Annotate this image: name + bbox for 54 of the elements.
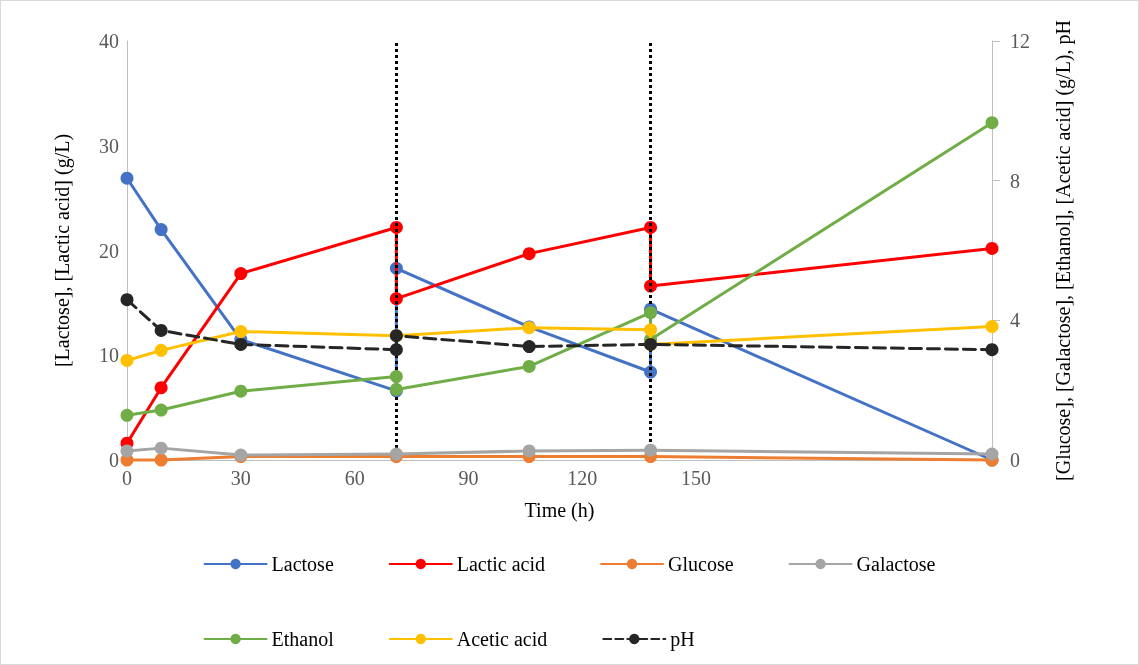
point [154, 223, 168, 237]
point [120, 408, 134, 422]
point [522, 359, 536, 373]
point [389, 370, 403, 384]
x-axis-title: Time (h) [524, 499, 595, 522]
y-axis-title: [Lactose], [Lactic acid] (g/L) [51, 133, 74, 368]
point [644, 306, 658, 320]
point [644, 323, 658, 337]
legend-label: Lactic acid [456, 553, 546, 575]
legend-label: Ethanol [271, 628, 335, 650]
point [154, 343, 168, 357]
y2-tick-label: 12 [1010, 30, 1030, 52]
point [985, 241, 999, 255]
legend-label: Glucose [668, 553, 734, 575]
x-tick-label: 120 [567, 467, 598, 489]
x-tick-label: 150 [681, 467, 712, 489]
point [985, 447, 999, 461]
point [644, 443, 658, 457]
point [234, 325, 248, 338]
point [234, 384, 248, 398]
y2-axis-title: [Glucose], [Galactose], [Ethanol], [Acetic acid] (g/L), pH [1052, 20, 1075, 481]
point [234, 337, 248, 351]
legend-label: Galactose [856, 553, 936, 575]
point [522, 247, 536, 261]
y2-tick-label: 4 [1010, 309, 1020, 332]
legend-label: Lactose [271, 553, 334, 575]
point [120, 444, 134, 458]
point [985, 343, 999, 357]
y-tick-label: 0 [109, 449, 119, 471]
y-tick-label: 10 [99, 344, 119, 367]
point [154, 323, 168, 337]
point [120, 293, 134, 307]
point [985, 320, 999, 334]
point [985, 116, 999, 130]
point [154, 453, 168, 467]
point [154, 381, 168, 395]
point [389, 343, 403, 357]
point [120, 171, 134, 185]
point [522, 340, 536, 354]
y-tick-label: 30 [99, 134, 119, 157]
y-tick-label: 40 [99, 30, 119, 52]
point [234, 267, 248, 281]
point [154, 441, 168, 455]
point [522, 444, 536, 458]
point [120, 353, 134, 367]
legend-label: pH [670, 628, 695, 651]
x-tick-label: 30 [230, 467, 251, 489]
y2-tick-label: 0 [1010, 449, 1020, 471]
y2-tick-label: 8 [1010, 169, 1020, 192]
y-tick-label: 20 [99, 239, 119, 262]
point [154, 403, 168, 417]
legend-label: Acetic acid [456, 628, 548, 650]
x-tick-label: 90 [458, 467, 479, 489]
x-tick-label: 60 [344, 467, 365, 489]
